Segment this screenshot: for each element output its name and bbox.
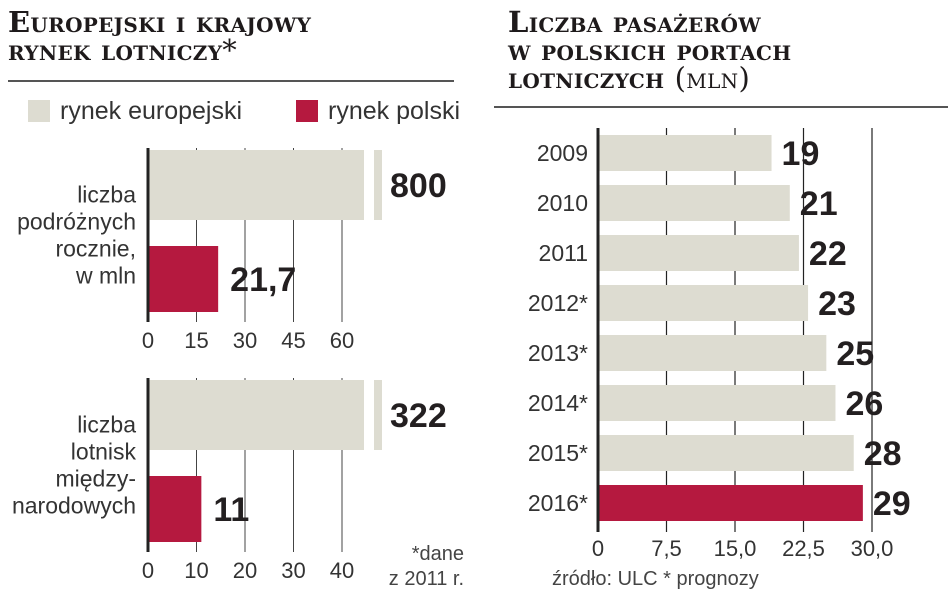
travelers-category-label: liczba	[77, 182, 136, 208]
passengers-year-label: 2013*	[528, 340, 588, 366]
airports-tick-label: 0	[142, 558, 154, 583]
travelers-category-label: w mln	[75, 263, 136, 289]
passengers-bar-2012	[598, 285, 809, 321]
right-title-rule	[494, 106, 948, 108]
legend-label-europe: rynek europejski	[60, 96, 243, 125]
legend-label-poland: rynek polski	[328, 96, 460, 125]
legend-swatch-europe	[28, 100, 50, 122]
travelers-tick-label: 60	[330, 328, 354, 353]
chart-passengers: 19 2009 21 2010 22 2011 23 2012* 25 2013* 26 2014* 2…	[528, 128, 911, 561]
passengers-bar-2014	[598, 385, 836, 421]
left-title-line1: Europejski i krajowy	[8, 5, 312, 39]
right-title-unit: (mln)	[674, 61, 751, 95]
passengers-tick-label: 30,0	[851, 536, 894, 561]
passengers-value-label: 23	[818, 285, 856, 323]
travelers-value-poland: 21,7	[230, 261, 296, 299]
legend-swatch-poland	[296, 100, 318, 122]
passengers-year-label: 2011	[539, 240, 588, 266]
chart-travelers: 800 21,7 0 15 30 45 60 liczbapodróżnychrocznie,…	[17, 148, 447, 353]
passengers-year-label: 2015*	[528, 440, 588, 466]
travelers-tick-label: 15	[184, 328, 208, 353]
legend-item-poland: rynek polski	[296, 96, 460, 126]
airports-value-poland: 11	[213, 491, 249, 529]
airports-category-label: między-	[55, 466, 136, 492]
passengers-year-label: 2016*	[528, 490, 588, 516]
passengers-year-label: 2009	[537, 140, 588, 166]
passengers-year-label: 2012*	[528, 290, 588, 316]
passengers-value-label: 25	[836, 335, 874, 373]
passengers-value-label: 28	[864, 435, 902, 473]
passengers-year-label: 2014*	[528, 390, 588, 416]
airports-bar-europe-break	[364, 380, 376, 450]
airports-category-label: narodowych	[12, 493, 136, 519]
left-title-line2: rynek lotniczy	[8, 33, 223, 67]
right-title-line3: lotniczych	[508, 61, 665, 95]
travelers-category-label: podróżnych	[17, 209, 136, 235]
passengers-year-label: 2010	[537, 190, 588, 216]
airports-bar-europe-tail	[374, 380, 382, 450]
passengers-value-label: 26	[845, 385, 883, 423]
passengers-bar-2009	[598, 135, 772, 171]
passengers-bar-2016	[598, 485, 863, 521]
travelers-tick-label: 0	[142, 328, 154, 353]
travelers-bar-europe	[148, 150, 364, 220]
passengers-bar-2010	[598, 185, 790, 221]
passengers-tick-label: 15,0	[714, 536, 757, 561]
footnote: *dane z 2011 r.	[360, 542, 464, 592]
airports-bar-poland	[148, 476, 202, 542]
travelers-value-europe: 800	[390, 167, 447, 205]
chart-airports: 322 11 0 10 20 30 40 liczbalotniskmiędzy-narodo…	[12, 378, 447, 583]
airports-category-label: lotnisk	[71, 439, 137, 465]
passengers-tick-label: 7,5	[651, 536, 682, 561]
passengers-bar-2015	[598, 435, 854, 471]
travelers-tick-label: 30	[233, 328, 257, 353]
right-panel-title: Liczba pasażerów w polskich portach lotn…	[508, 5, 792, 95]
passengers-value-label: 21	[800, 185, 838, 223]
passengers-bar-2013	[598, 335, 827, 371]
footnote-line2: z 2011 r.	[388, 568, 464, 590]
passengers-value-label: 19	[782, 135, 820, 173]
passengers-tick-label: 22,5	[782, 536, 825, 561]
legend-item-europe: rynek europejski	[28, 96, 242, 126]
passengers-tick-label: 0	[592, 536, 604, 561]
passengers-bar-2011	[598, 235, 799, 271]
footnote-line1: *dane	[411, 543, 464, 565]
travelers-bar-europe-tail	[374, 150, 382, 220]
source-note: źródło: ULC * prognozy	[552, 568, 759, 590]
travelers-category-label: rocznie,	[55, 236, 136, 262]
right-title-line1: Liczba pasażerów	[508, 5, 761, 39]
right-title-line2: w polskich portach	[508, 33, 792, 67]
passengers-value-label: 22	[809, 235, 847, 273]
left-title-rule	[8, 80, 454, 82]
airports-tick-label: 40	[330, 558, 354, 583]
travelers-bar-poland	[148, 246, 219, 312]
travelers-bar-europe-break	[364, 150, 376, 220]
left-title-star: *	[222, 33, 238, 67]
passengers-value-label: 29	[873, 485, 911, 523]
airports-value-europe: 322	[390, 397, 447, 435]
travelers-tick-label: 45	[281, 328, 305, 353]
airports-tick-label: 20	[233, 558, 257, 583]
left-panel-title: Europejski i krajowy rynek lotniczy*	[8, 5, 312, 67]
airports-bar-europe	[148, 380, 364, 450]
airports-category-label: liczba	[77, 412, 136, 438]
airports-tick-label: 30	[281, 558, 305, 583]
airports-tick-label: 10	[184, 558, 208, 583]
